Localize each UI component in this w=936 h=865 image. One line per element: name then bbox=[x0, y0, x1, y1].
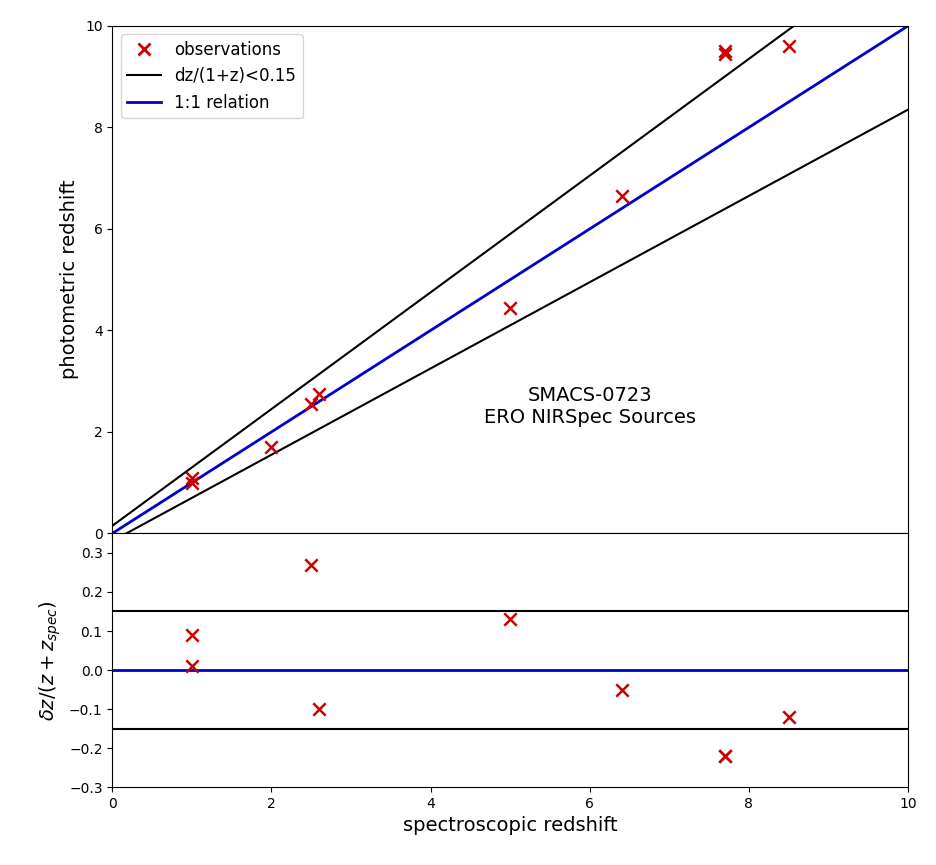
Point bbox=[184, 659, 199, 673]
Y-axis label: $\delta z/(z + z_{spec})$: $\delta z/(z + z_{spec})$ bbox=[38, 599, 64, 721]
Point bbox=[312, 702, 327, 716]
Point bbox=[614, 682, 629, 696]
observations bbox=[264, 440, 279, 454]
X-axis label: spectroscopic redshift: spectroscopic redshift bbox=[402, 817, 618, 836]
observations bbox=[312, 387, 327, 400]
observations bbox=[184, 476, 199, 490]
Point bbox=[718, 749, 733, 763]
observations bbox=[503, 301, 518, 315]
observations bbox=[781, 39, 796, 53]
Point bbox=[718, 749, 733, 763]
Point bbox=[503, 612, 518, 626]
Point bbox=[184, 628, 199, 642]
Point bbox=[304, 558, 319, 572]
observations bbox=[304, 397, 319, 411]
Y-axis label: photometric redshift: photometric redshift bbox=[61, 180, 80, 380]
observations bbox=[614, 189, 629, 203]
observations bbox=[718, 47, 733, 61]
Point bbox=[781, 710, 796, 724]
Legend: observations, dz/(1+z)<0.15, 1:1 relation: observations, dz/(1+z)<0.15, 1:1 relatio… bbox=[121, 35, 302, 119]
observations bbox=[184, 471, 199, 484]
observations bbox=[718, 44, 733, 58]
Text: SMACS-0723
ERO NIRSpec Sources: SMACS-0723 ERO NIRSpec Sources bbox=[484, 386, 695, 427]
